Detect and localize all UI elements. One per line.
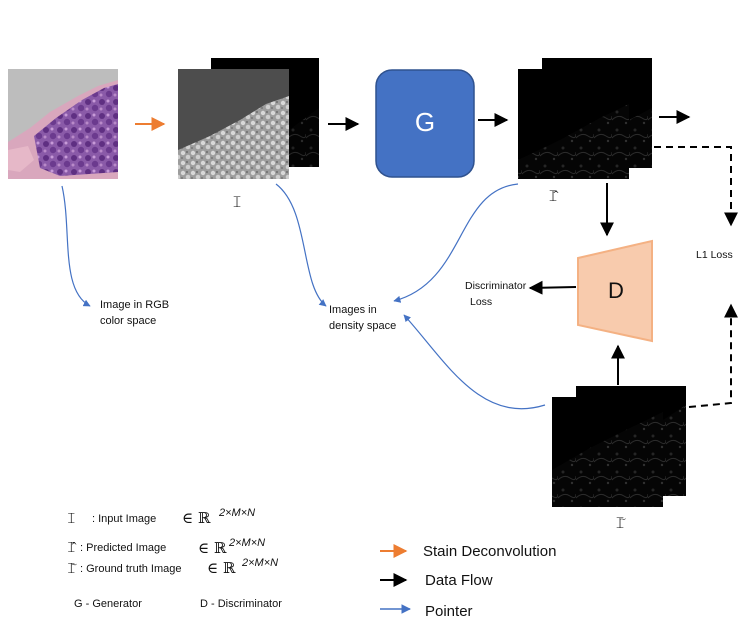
- symbol-legend: 𝙸 : Input Image ∈ ℝ 2×M×N 𝙸̂ : Predicted…: [66, 507, 282, 610]
- legend-generator: G - Generator: [74, 598, 142, 610]
- legend-pointer: Pointer: [425, 603, 473, 620]
- predicted-symbol: 𝙸̂: [547, 186, 558, 205]
- legend-input-exp: 2×M×N: [218, 507, 255, 519]
- legend-predicted-space: ∈ ℝ: [198, 539, 227, 557]
- legend-ground-truth-exp: 2×M×N: [241, 557, 278, 569]
- input-symbol: 𝙸: [231, 192, 242, 211]
- arrow-legend: Stain Deconvolution Data Flow Pointer: [380, 543, 556, 620]
- discriminator-loss-line1: Discriminator: [465, 280, 527, 292]
- legend-data-flow: Data Flow: [425, 572, 493, 589]
- input-density-image-stack: [178, 58, 319, 179]
- legend-ground-truth-label: : Ground truth Image: [80, 563, 182, 575]
- rgb-image-desc-line1: Image in RGB: [100, 299, 169, 311]
- rgb-image-desc-line2: color space: [100, 315, 156, 327]
- rgb-image: [8, 69, 118, 179]
- density-desc-line2: density space: [329, 320, 396, 332]
- ground-truth-symbol: 𝙸̃: [614, 513, 625, 532]
- discriminator-block: D: [577, 239, 653, 343]
- legend-ground-truth-space: ∈ ℝ: [207, 559, 236, 577]
- ground-truth-image-stack: [552, 386, 686, 507]
- legend-stain-deconvolution: Stain Deconvolution: [423, 543, 556, 560]
- legend-predicted-label: : Predicted Image: [80, 542, 166, 554]
- legend-input-label: : Input Image: [92, 513, 156, 525]
- generator-label: G: [415, 107, 435, 137]
- legend-predicted-symbol: 𝙸̂: [66, 538, 77, 556]
- discriminator-label: D: [608, 278, 624, 303]
- legend-input-symbol: 𝙸: [66, 509, 77, 527]
- discriminator-loss-line2: Loss: [470, 296, 492, 308]
- legend-input-space: ∈ ℝ: [182, 509, 211, 527]
- data-flow-arrows: [328, 110, 691, 385]
- legend-predicted-exp: 2×M×N: [228, 537, 265, 549]
- l1-loss-label: L1 Loss: [696, 249, 733, 261]
- legend-discriminator: D - Discriminator: [200, 598, 282, 610]
- predicted-image-stack: [518, 58, 652, 179]
- legend-ground-truth-symbol: 𝙸̃: [66, 559, 77, 577]
- pointer-curves: [61, 183, 546, 410]
- density-desc-line1: Images in: [329, 304, 377, 316]
- generator-block: G: [375, 69, 475, 178]
- l1-loss-paths: [654, 146, 738, 408]
